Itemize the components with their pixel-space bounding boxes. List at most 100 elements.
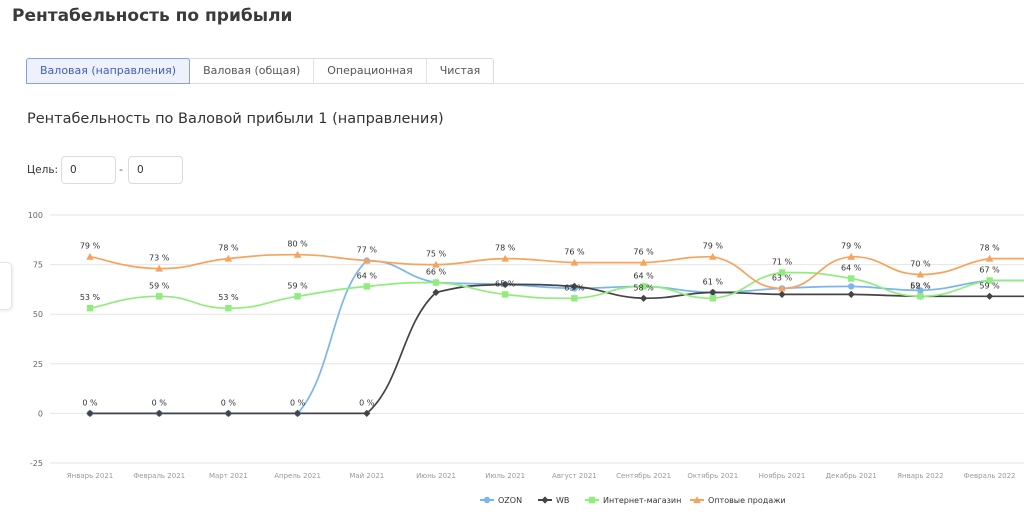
data-label-оптовые-продажи: 76 % xyxy=(564,248,585,257)
x-tick-label: Январь 2022 xyxy=(897,472,943,480)
data-label-wb: 0 % xyxy=(290,398,306,407)
goal-from-input[interactable] xyxy=(61,156,116,184)
chart-title: Рентабельность по Валовой прибыли 1 (нап… xyxy=(27,111,444,127)
data-label-оптовые-продажи: 79 % xyxy=(703,242,724,251)
data-label-интернет-магазин: 59 % xyxy=(149,281,170,290)
legend-marker-ozon xyxy=(483,496,491,504)
data-point-интернет-магазин xyxy=(917,293,924,300)
data-point-оптовые-продажи xyxy=(501,254,509,262)
data-label-интернет-магазин: 67 % xyxy=(979,265,1000,274)
data-point-интернет-магазин xyxy=(225,305,232,312)
data-point-оптовые-продажи xyxy=(432,260,440,268)
chart-grid xyxy=(50,214,1024,464)
data-label-wb: 61 % xyxy=(703,277,724,286)
series-line-интернет-магазин xyxy=(89,271,1024,310)
data-point-wb xyxy=(224,409,232,417)
tab-net[interactable]: Чистая xyxy=(439,64,481,77)
data-label-интернет-магазин: 66 % xyxy=(426,267,447,276)
data-label-оптовые-продажи: 77 % xyxy=(357,246,378,255)
data-labels: 0 % 0 % 0 % 0 % 0 % 58 % 61 % 59 % 59 % 53 % 59 % 5… xyxy=(80,240,1000,408)
data-label-интернет-магазин: 65 % xyxy=(495,279,516,288)
data-point-оптовые-продажи xyxy=(570,258,579,266)
data-label-wb: 58 % xyxy=(633,283,654,292)
data-label-wb: 59 % xyxy=(910,281,931,290)
series-line-ozon xyxy=(90,259,1024,415)
data-point-интернет-магазин xyxy=(156,293,163,300)
legend-label-оптовые-продажи: Оптовые продажи xyxy=(708,496,786,505)
data-point-wb xyxy=(155,409,163,417)
tabs-divider xyxy=(26,83,1024,84)
x-tick-label: Июнь 2021 xyxy=(416,472,456,480)
data-point-wb xyxy=(640,294,648,302)
data-label-оптовые-продажи: 80 % xyxy=(287,240,308,249)
y-axis: 100 75 50 25 0 -25 xyxy=(28,211,43,468)
data-label-интернет-магазин: 71 % xyxy=(772,258,793,267)
data-point-интернет-магазин xyxy=(709,295,716,302)
data-label-интернет-магазин: 53 % xyxy=(218,293,239,302)
data-label-оптовые-продажи: 79 % xyxy=(80,242,101,251)
tab-gross-directions[interactable]: Валовая (направления) xyxy=(26,58,191,84)
data-point-интернет-магазин xyxy=(86,305,94,312)
x-axis: Январь 2021 Февраль 2021 Март 2021 Апрель 2… xyxy=(67,472,1016,480)
side-panel-handle[interactable] xyxy=(0,262,12,310)
data-point-интернет-магазин xyxy=(502,291,509,298)
data-point-интернет-магазин xyxy=(986,277,993,284)
chart-legend: OZON WB Интернет-магазин Оптовые продажи xyxy=(480,496,786,505)
data-label-интернет-магазин: 64 % xyxy=(357,271,378,280)
goal-label: Цель: xyxy=(27,164,59,176)
tab-gross-total[interactable]: Валовая (общая) xyxy=(190,59,315,83)
legend-marker-wb xyxy=(541,496,549,504)
data-label-оптовые-продажи: 78 % xyxy=(218,244,239,253)
x-tick-label: Февраль 2022 xyxy=(964,472,1016,480)
y-tick-label: 75 xyxy=(33,261,43,270)
x-tick-label: Ноябрь 2021 xyxy=(759,472,806,480)
series-markers xyxy=(86,250,994,417)
data-label-оптовые-продажи: 73 % xyxy=(149,254,170,263)
data-point-интернет-магазин xyxy=(640,283,647,290)
x-tick-label: Май 2021 xyxy=(349,472,384,480)
goal-to-input[interactable] xyxy=(128,156,183,184)
tab-operating[interactable]: Операционная xyxy=(314,59,427,83)
data-label-оптовые-продажи: 70 % xyxy=(910,260,931,269)
data-label-оптовые-продажи: 76 % xyxy=(633,248,654,257)
data-label-оптовые-продажи: 78 % xyxy=(495,244,516,253)
data-point-wb xyxy=(778,290,786,298)
data-label-wb: 0 % xyxy=(359,398,375,407)
data-point-ozon xyxy=(917,287,924,294)
data-point-wb xyxy=(86,409,94,417)
data-point-оптовые-продажи xyxy=(778,284,786,292)
data-point-интернет-магазин xyxy=(778,269,786,276)
profitability-chart: 100 75 50 25 0 -25 Январь 2021 Февраль 2021 Мар… xyxy=(28,211,1024,505)
data-point-оптовые-продажи xyxy=(86,252,94,260)
legend-label-wb: WB xyxy=(556,496,569,505)
x-tick-label: Март 2021 xyxy=(209,472,248,480)
data-point-интернет-магазин xyxy=(571,295,578,302)
data-point-оптовые-продажи xyxy=(847,252,855,260)
y-tick-label: 50 xyxy=(33,310,43,319)
data-point-ozon xyxy=(848,283,855,290)
data-label-wb: 59 % xyxy=(979,281,1000,290)
y-tick-label: -25 xyxy=(30,459,43,468)
data-point-оптовые-продажи xyxy=(916,270,925,278)
data-point-оптовые-продажи xyxy=(985,254,994,262)
data-label-оптовые-продажи: 79 % xyxy=(841,242,862,251)
x-tick-label: Январь 2021 xyxy=(67,472,113,480)
data-point-оптовые-продажи xyxy=(709,252,717,260)
x-tick-label: Сентябрь 2021 xyxy=(616,472,671,480)
data-label-оптовые-продажи: 63 % xyxy=(772,273,793,282)
data-point-оптовые-продажи xyxy=(293,250,302,258)
data-point-оптовые-продажи xyxy=(363,256,371,264)
legend-label-ozon: OZON xyxy=(498,496,522,505)
data-label-оптовые-продажи: 75 % xyxy=(426,250,447,259)
data-label-интернет-магазин: 53 % xyxy=(80,293,101,302)
data-label-интернет-магазин: 59 % xyxy=(287,281,308,290)
data-point-интернет-магазин xyxy=(848,275,855,282)
legend-marker-интернет-магазин xyxy=(588,496,596,504)
data-label-интернет-магазин: 64 % xyxy=(841,263,862,272)
x-tick-label: Февраль 2021 xyxy=(133,472,185,480)
x-tick-label: Август 2021 xyxy=(552,472,597,480)
goal-separator: - xyxy=(119,163,123,176)
data-point-интернет-магазин xyxy=(432,279,440,286)
data-label-wb: 0 % xyxy=(221,398,237,407)
data-point-wb xyxy=(709,288,717,296)
